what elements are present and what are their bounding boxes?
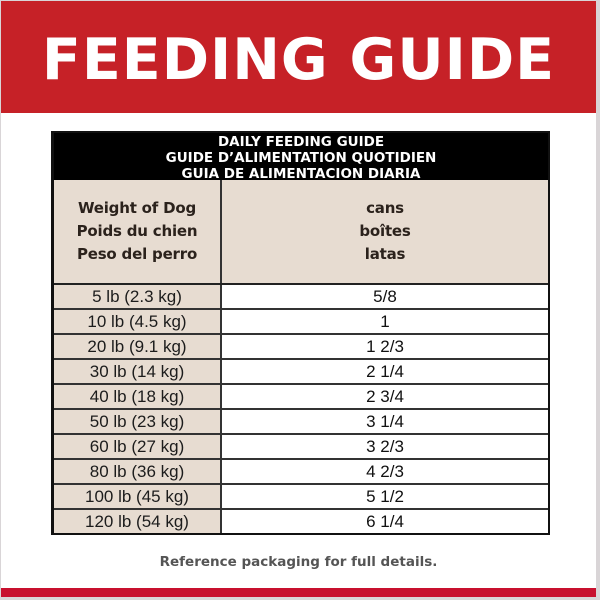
weight-cell: 30 lb (14 kg) bbox=[54, 360, 222, 383]
cans-cell: 2 3/4 bbox=[222, 385, 548, 408]
table-row: 10 lb (4.5 kg) 1 bbox=[54, 310, 548, 335]
cans-cell: 3 1/4 bbox=[222, 410, 548, 433]
column-header-weight-en: Weight of Dog bbox=[77, 199, 197, 217]
table-row: 100 lb (45 kg) 5 1/2 bbox=[54, 485, 548, 510]
weight-cell: 40 lb (18 kg) bbox=[54, 385, 222, 408]
cans-cell: 4 2/3 bbox=[222, 460, 548, 483]
cans-cell: 2 1/4 bbox=[222, 360, 548, 383]
weight-cell: 50 lb (23 kg) bbox=[54, 410, 222, 433]
column-header-weight-es: Peso del perro bbox=[76, 245, 198, 263]
cans-cell: 3 2/3 bbox=[222, 435, 548, 458]
cans-cell: 1 2/3 bbox=[222, 335, 548, 358]
table-row: 40 lb (18 kg) 2 3/4 bbox=[54, 385, 548, 410]
column-header-amount-en: cans bbox=[366, 199, 404, 217]
footer-note: Reference packaging for full details. bbox=[159, 554, 438, 570]
bottom-accent-strip bbox=[1, 588, 596, 597]
table-row: 80 lb (36 kg) 4 2/3 bbox=[54, 460, 548, 485]
weight-cell: 5 lb (2.3 kg) bbox=[54, 285, 222, 308]
column-headers: Weight of Dog Poids du chien Peso del pe… bbox=[54, 180, 548, 285]
table-heading-es: GUIA DE ALIMENTACION DIARIA bbox=[181, 166, 421, 182]
cans-cell: 6 1/4 bbox=[222, 510, 548, 533]
weight-cell: 60 lb (27 kg) bbox=[54, 435, 222, 458]
table-row: 120 lb (54 kg) 6 1/4 bbox=[54, 510, 548, 533]
table-row: 30 lb (14 kg) 2 1/4 bbox=[54, 360, 548, 385]
title-banner: FEEDING GUIDE bbox=[1, 1, 596, 113]
page-title: FEEDING GUIDE bbox=[41, 26, 556, 93]
table-heading-fr: GUIDE D’ALIMENTATION QUOTIDIEN bbox=[165, 150, 437, 166]
table-row: 5 lb (2.3 kg) 5/8 bbox=[54, 285, 548, 310]
column-header-weight-fr: Poids du chien bbox=[76, 222, 198, 240]
table-heading: DAILY FEEDING GUIDE GUIDE D’ALIMENTATION… bbox=[54, 133, 548, 182]
cans-cell: 5/8 bbox=[222, 285, 548, 308]
column-header-amount-fr: boîtes bbox=[359, 222, 411, 240]
feeding-table: DAILY FEEDING GUIDE GUIDE D’ALIMENTATION… bbox=[51, 131, 550, 535]
table-heading-en: DAILY FEEDING GUIDE bbox=[217, 134, 385, 150]
table-row: 20 lb (9.1 kg) 1 2/3 bbox=[54, 335, 548, 360]
cans-cell: 1 bbox=[222, 310, 548, 333]
weight-cell: 20 lb (9.1 kg) bbox=[54, 335, 222, 358]
cans-cell: 5 1/2 bbox=[222, 485, 548, 508]
column-header-amount: cans boîtes latas bbox=[222, 180, 548, 283]
weight-cell: 100 lb (45 kg) bbox=[54, 485, 222, 508]
weight-cell: 10 lb (4.5 kg) bbox=[54, 310, 222, 333]
column-header-amount-es: latas bbox=[364, 245, 406, 263]
column-header-weight: Weight of Dog Poids du chien Peso del pe… bbox=[54, 180, 222, 283]
weight-cell: 120 lb (54 kg) bbox=[54, 510, 222, 533]
table-row: 50 lb (23 kg) 3 1/4 bbox=[54, 410, 548, 435]
table-row: 60 lb (27 kg) 3 2/3 bbox=[54, 435, 548, 460]
weight-cell: 80 lb (36 kg) bbox=[54, 460, 222, 483]
